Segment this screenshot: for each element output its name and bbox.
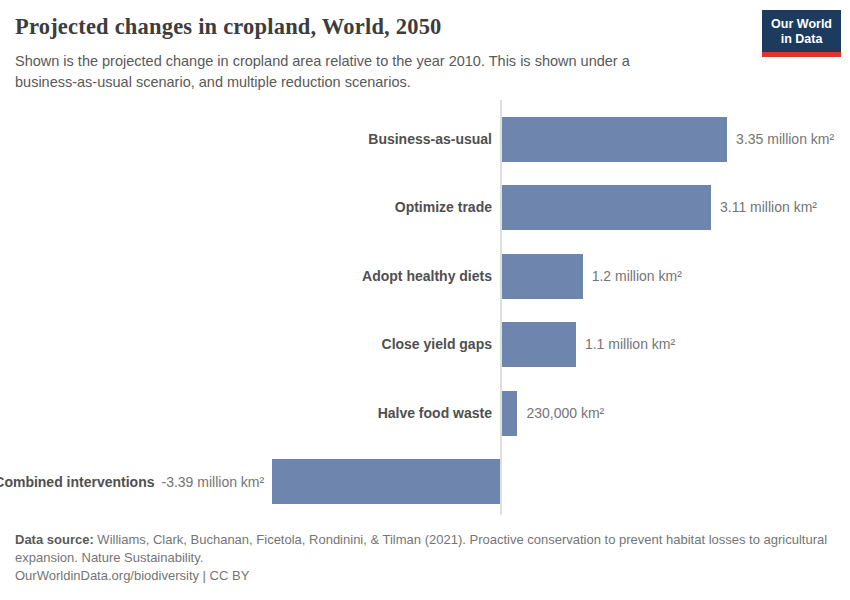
chart-row: Combined interventions -3.39 million km² <box>0 459 850 504</box>
value-label: 230,000 km² <box>526 391 604 436</box>
category-label: Halve food waste <box>378 391 492 436</box>
bar-business-as-usual[interactable] <box>502 117 727 162</box>
value-label: 1.1 million km² <box>585 322 675 367</box>
data-source-label: Data source: <box>15 532 94 547</box>
bar-halve-food-waste[interactable] <box>502 391 517 436</box>
chart-page: Projected changes in cropland, World, 20… <box>0 0 850 600</box>
chart-row: Adopt healthy diets 1.2 million km² <box>0 254 850 299</box>
category-label: Close yield gaps <box>382 322 492 367</box>
category-label: Adopt healthy diets <box>362 254 492 299</box>
value-label: -3.39 million km² <box>162 474 265 490</box>
owid-logo-line2: in Data <box>771 32 832 47</box>
negative-label-group: Combined interventions -3.39 million km² <box>0 459 264 505</box>
category-label: Business-as-usual <box>368 117 492 162</box>
chart-row: Halve food waste 230,000 km² <box>0 391 850 436</box>
bar-close-yield-gaps[interactable] <box>502 322 576 367</box>
owid-logo-line1: Our World <box>771 17 832 32</box>
chart-area: Business-as-usual 3.35 million km² Optimiz… <box>0 100 850 515</box>
bar-adopt-healthy-diets[interactable] <box>502 254 583 299</box>
page-title: Projected changes in cropland, World, 20… <box>15 14 442 40</box>
bar-optimize-trade[interactable] <box>502 185 711 230</box>
value-label: 3.11 million km² <box>720 185 817 230</box>
category-label: Combined interventions <box>0 474 155 490</box>
bar-combined-interventions[interactable] <box>272 459 500 504</box>
chart-subtitle: Shown is the projected change in croplan… <box>15 51 670 92</box>
axis-line <box>500 100 502 515</box>
data-source-text: Williams, Clark, Buchanan, Ficetola, Ron… <box>15 532 827 565</box>
chart-row: Business-as-usual 3.35 million km² <box>0 117 850 162</box>
value-label: 3.35 million km² <box>736 117 834 162</box>
owid-logo[interactable]: Our World in Data <box>762 10 841 57</box>
value-label: 1.2 million km² <box>592 254 682 299</box>
chart-row: Close yield gaps 1.1 million km² <box>0 322 850 367</box>
data-source-note: Data source: Williams, Clark, Buchanan, … <box>15 531 833 567</box>
owid-link[interactable]: OurWorldinData.org/biodiversity | CC BY <box>15 568 249 583</box>
category-label: Optimize trade <box>395 185 492 230</box>
chart-row: Optimize trade 3.11 million km² <box>0 185 850 230</box>
